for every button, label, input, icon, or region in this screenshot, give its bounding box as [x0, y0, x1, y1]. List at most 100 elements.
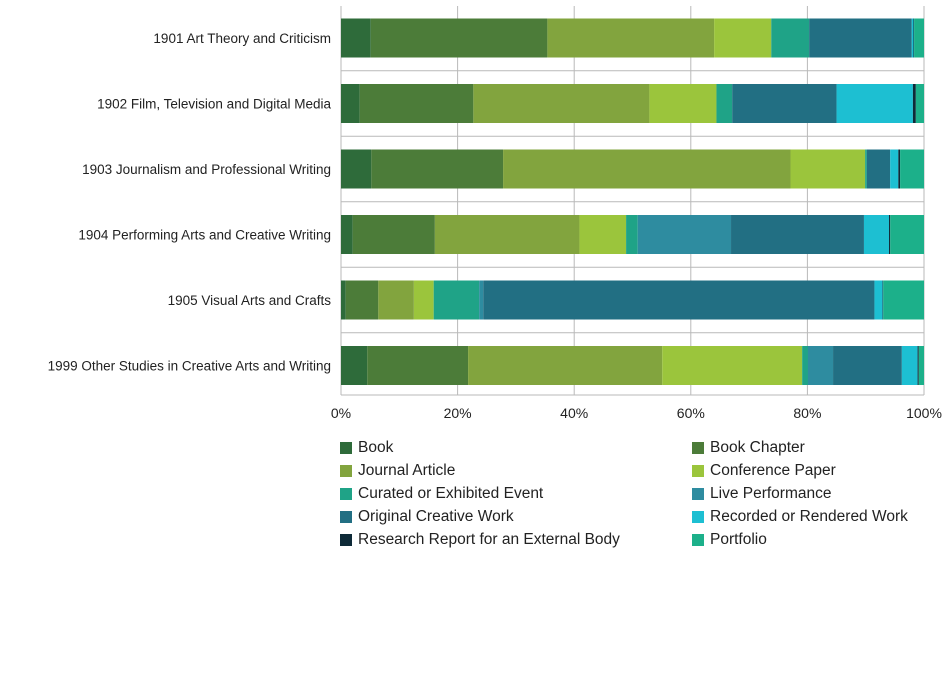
legend-swatch [692, 534, 704, 546]
bar-segment [367, 346, 469, 385]
bar-segment [345, 280, 379, 320]
bar-segment [341, 215, 353, 254]
legend-label: Book [358, 439, 394, 456]
bar-segment [503, 149, 791, 189]
bar-segment [865, 149, 867, 189]
bar-segment [378, 280, 414, 320]
legend-swatch [340, 511, 352, 523]
x-tick-labels: 0% 20% 40% 60% 80% 100% [331, 405, 942, 421]
bar-segment [890, 149, 899, 189]
bar-segment [371, 149, 504, 189]
bar-segment [479, 280, 484, 320]
bar-segment [836, 84, 913, 123]
legend-swatch [692, 511, 704, 523]
x-tick-label: 80% [793, 405, 821, 421]
legend-label: Journal Article [358, 462, 456, 479]
category-label: 1903 Journalism and Professional Writing [82, 162, 331, 177]
bar-segment [790, 149, 866, 189]
legend-label: Curated or Exhibited Event [358, 485, 544, 502]
bar-segment [911, 18, 914, 58]
bar-segment [352, 215, 435, 254]
legend-item: Live Performance [692, 485, 831, 503]
bar-segment [433, 280, 480, 320]
bar-segment [882, 280, 884, 320]
bar-segment [874, 280, 883, 320]
legend-swatch [340, 442, 352, 454]
bar-segment [341, 280, 346, 320]
legend-item: Journal Article [340, 462, 455, 480]
category-label: 1902 Film, Television and Digital Media [97, 97, 331, 112]
bar-segment [341, 84, 360, 123]
category-label: 1904 Performing Arts and Creative Writin… [78, 228, 331, 243]
bar-segment [883, 280, 924, 320]
bar-segment [809, 18, 912, 58]
bar-segment [918, 346, 924, 385]
legend-item: Curated or Exhibited Event [340, 485, 543, 503]
bar-segment [866, 149, 891, 189]
bar-segment [649, 84, 717, 123]
bars [341, 18, 924, 385]
legend-swatch [692, 488, 704, 500]
bar-segment [626, 215, 638, 254]
bar-segment [341, 346, 368, 385]
bar-segment [915, 84, 924, 123]
bar-segment [912, 84, 916, 123]
bar-segment [547, 18, 715, 58]
legend-swatch [340, 465, 352, 477]
legend-item: Conference Paper [692, 462, 836, 480]
legend-item: Book Chapter [692, 439, 805, 457]
bar-segment [802, 346, 808, 385]
category-labels: 1901 Art Theory and Criticism 1902 Film, … [48, 31, 332, 374]
category-label: 1901 Art Theory and Criticism [153, 31, 331, 46]
legend-label: Research Report for an External Body [358, 531, 620, 548]
bar-segment [889, 215, 891, 254]
legend-item: Research Report for an External Body [340, 531, 620, 549]
bar-segment [901, 346, 918, 385]
legend-label: Conference Paper [710, 462, 836, 479]
bar-segment [662, 346, 803, 385]
bar-segment [413, 280, 434, 320]
legend-swatch [340, 488, 352, 500]
bar-segment [890, 215, 924, 254]
bar-segment [914, 18, 924, 58]
bar-segment [468, 346, 663, 385]
legend-item: Book [340, 439, 393, 457]
legend-swatch [340, 534, 352, 546]
bar-segment [898, 149, 901, 189]
bar-segment [913, 18, 915, 58]
bar-segment [341, 18, 371, 58]
category-label: 1905 Visual Arts and Crafts [168, 293, 332, 308]
x-tick-label: 100% [906, 405, 942, 421]
bar-segment [900, 149, 924, 189]
bar-segment [473, 84, 650, 123]
bar-segment [359, 84, 474, 123]
bar-segment [434, 215, 580, 254]
legend-item: Recorded or Rendered Work [692, 508, 908, 526]
x-tick-label: 40% [560, 405, 588, 421]
bar-segment [483, 280, 875, 320]
bar-segment [863, 215, 890, 254]
bar-segment [771, 18, 810, 58]
legend-item: Original Creative Work [340, 508, 514, 526]
bar-segment [732, 84, 837, 123]
bar-segment [807, 346, 834, 385]
legend-swatch [692, 465, 704, 477]
legend-label: Recorded or Rendered Work [710, 508, 908, 525]
x-tick-label: 60% [677, 405, 705, 421]
bar-segment [370, 18, 548, 58]
legend-swatch [692, 442, 704, 454]
gridlines [340, 6, 925, 396]
bar-segment [833, 346, 902, 385]
bar-segment [716, 84, 733, 123]
legend-label: Original Creative Work [358, 508, 514, 525]
x-tick-label: 0% [331, 405, 351, 421]
bar-segment [579, 215, 627, 254]
bar-segment [917, 346, 919, 385]
legend-label: Book Chapter [710, 439, 805, 456]
category-label: 1999 Other Studies in Creative Arts and … [48, 359, 331, 374]
bar-segment [341, 149, 372, 189]
legend-label: Live Performance [710, 485, 832, 502]
bar-segment [714, 18, 772, 58]
legend-item: Portfolio [692, 531, 767, 549]
